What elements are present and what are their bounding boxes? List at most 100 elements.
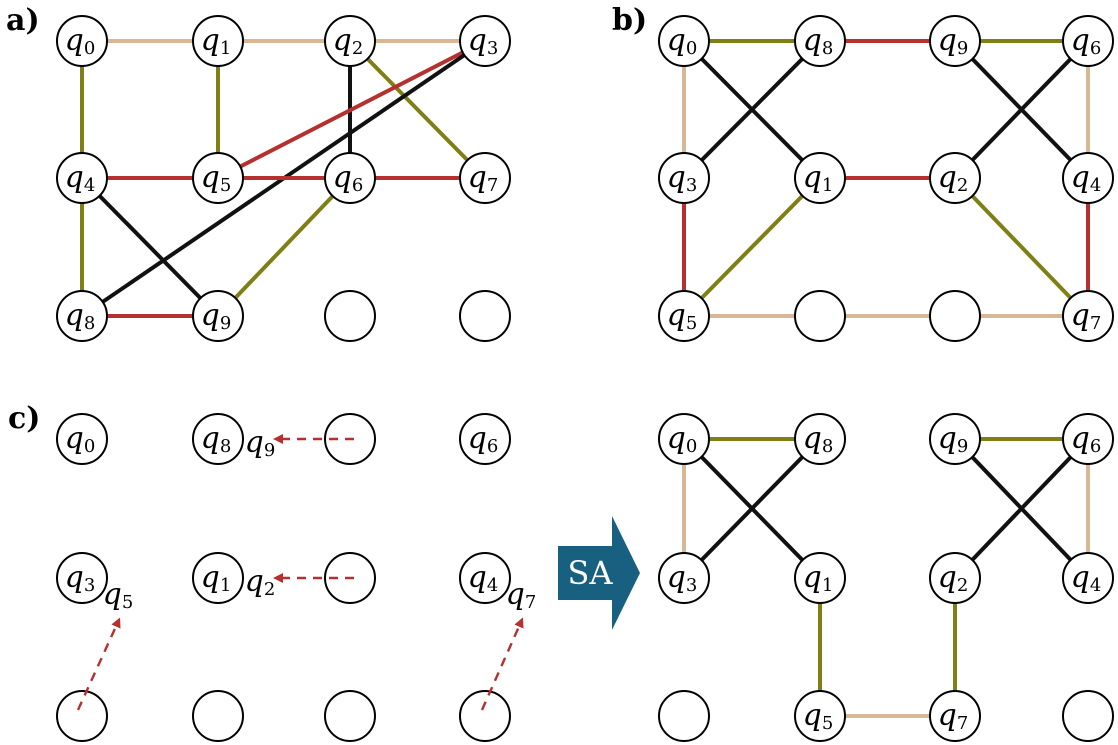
node-q2 <box>929 552 981 604</box>
node-q5 <box>794 690 846 742</box>
node-q8-label-subscript: 8 <box>84 313 95 334</box>
node-q7 <box>459 152 511 204</box>
node-q6 <box>1062 413 1114 465</box>
edge-q6-q9 <box>216 176 352 318</box>
node-q1 <box>192 15 244 67</box>
node-q1 <box>794 552 846 604</box>
node-q7-label-letter: q <box>1071 298 1090 333</box>
node-q7-label-letter: q <box>938 698 957 733</box>
node-q3-label-letter: q <box>65 560 84 595</box>
node-q8 <box>192 413 244 465</box>
node-empty-9 <box>794 290 846 342</box>
node-q3-label-subscript: 3 <box>487 38 498 59</box>
moved-label-q7: q7 <box>506 577 537 613</box>
node-q4-label-letter: q <box>1071 560 1090 595</box>
node-q0-label: q0 <box>667 23 698 59</box>
node-q0-label-letter: q <box>65 23 84 58</box>
node-q2-label-subscript: 2 <box>957 175 968 196</box>
node-q6-label: q6 <box>1071 421 1102 457</box>
node-q2-label-letter: q <box>333 23 352 58</box>
node-q3-label-subscript: 3 <box>686 575 697 596</box>
node-q9-label: q9 <box>201 298 232 334</box>
node-q9-label-letter: q <box>938 421 957 456</box>
edge-q1-q5 <box>682 176 822 318</box>
panel-c-label: c) <box>8 401 40 436</box>
node-q1-label-letter: q <box>803 560 822 595</box>
node-q4-label-subscript: 4 <box>1090 175 1101 196</box>
node-q9-label-letter: q <box>201 298 220 333</box>
node-q9-label-subscript: 9 <box>220 313 231 334</box>
node-q0-label-subscript: 0 <box>686 38 697 59</box>
node-q5-label: q5 <box>803 698 834 734</box>
node-q3-label-subscript: 3 <box>84 575 95 596</box>
node-q6-label-subscript: 6 <box>352 175 363 196</box>
node-q8-label-letter: q <box>65 298 84 333</box>
node-q8-label-subscript: 8 <box>220 436 231 457</box>
panel-d-edges <box>682 437 1090 718</box>
node-q9-label-subscript: 9 <box>957 38 968 59</box>
panel-a-label: a) <box>6 3 40 38</box>
node-q7-label: q7 <box>468 160 499 196</box>
node-q5 <box>658 290 710 342</box>
moved-label-q9: q9 <box>245 425 276 461</box>
edge-q8-q3 <box>682 39 822 180</box>
moved-label-q2-letter: q <box>245 564 264 599</box>
node-q5-label-letter: q <box>667 298 686 333</box>
node-q0-label-letter: q <box>667 421 686 456</box>
node-q5-label-letter: q <box>803 698 822 733</box>
node-q8-label: q8 <box>65 298 96 334</box>
node-q2-label-subscript: 2 <box>352 38 363 59</box>
node-q7-label-subscript: 7 <box>957 713 968 734</box>
node-q0-label-letter: q <box>65 421 84 456</box>
node-q1-label: q1 <box>803 560 834 596</box>
moved-label-q7-letter: q <box>506 577 525 612</box>
node-q3 <box>658 152 710 204</box>
node-q7-label-subscript: 7 <box>487 175 498 196</box>
node-q1-label: q1 <box>201 23 232 59</box>
node-q9 <box>929 15 981 67</box>
node-q0-label: q0 <box>667 421 698 457</box>
node-empty-11 <box>459 290 511 342</box>
node-q7-label: q7 <box>938 698 969 734</box>
node-q7 <box>1062 290 1114 342</box>
node-q5-label-subscript: 5 <box>686 313 697 334</box>
node-q3 <box>658 552 710 604</box>
node-q2-label: q2 <box>938 160 969 196</box>
node-q6 <box>459 413 511 465</box>
moved-label-q9-letter: q <box>245 425 264 460</box>
node-q4 <box>1062 152 1114 204</box>
node-q2-label-letter: q <box>938 560 957 595</box>
node-q6-label: q6 <box>333 160 364 196</box>
edge-q3-q5 <box>217 39 486 180</box>
node-q1-label-subscript: 1 <box>220 575 231 596</box>
node-q3-label: q3 <box>65 560 96 596</box>
node-q6-label-letter: q <box>468 421 487 456</box>
node-empty-8 <box>56 690 108 742</box>
node-q3-label: q3 <box>667 160 698 196</box>
node-q8-label-subscript: 8 <box>822 38 833 59</box>
node-q0-label: q0 <box>65 421 96 457</box>
node-q4-label: q4 <box>65 160 96 196</box>
node-q2-label-subscript: 2 <box>957 575 968 596</box>
node-q7-label-letter: q <box>468 160 487 195</box>
node-q8 <box>794 413 846 465</box>
node-q9-label-subscript: 9 <box>957 436 968 457</box>
node-q4-label: q4 <box>468 560 499 596</box>
node-q0 <box>56 413 108 465</box>
move-arrow-q5 <box>76 617 121 711</box>
node-q0-label-subscript: 0 <box>84 38 95 59</box>
sa-arrow-shape <box>558 516 640 630</box>
node-q8-label-letter: q <box>803 421 822 456</box>
node-q4-label-subscript: 4 <box>1090 575 1101 596</box>
node-q0-label-subscript: 0 <box>84 436 95 457</box>
node-q6-label-subscript: 6 <box>1090 436 1101 457</box>
